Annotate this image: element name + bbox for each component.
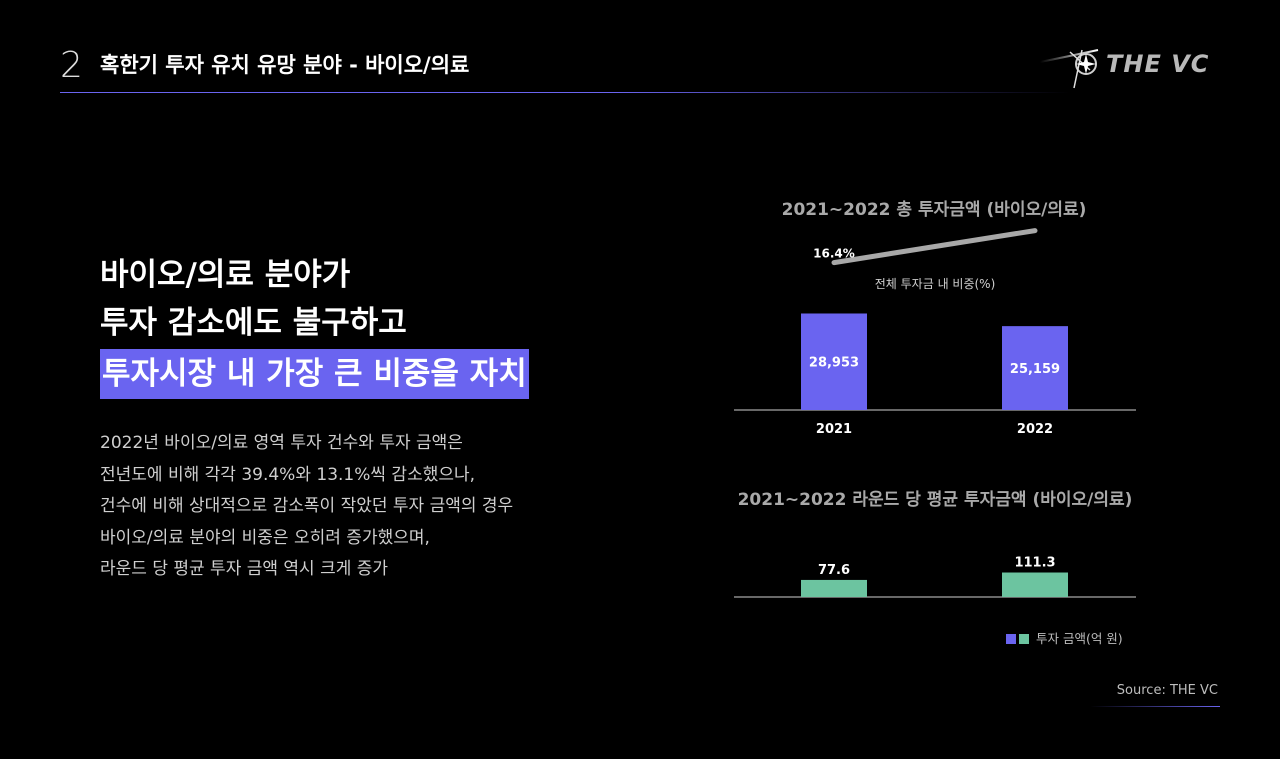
body-line: 라운드 당 평균 투자 금액 역시 크게 증가 <box>100 559 389 579</box>
data-label-2021: 28,953 <box>809 356 859 371</box>
brand-logo: THE VC <box>1039 42 1220 92</box>
source-divider <box>1090 706 1220 707</box>
header-divider <box>60 92 1070 93</box>
body-line: 건수에 비해 상대적으로 감소폭이 작았던 투자 금액의 경우 <box>100 496 514 516</box>
source-note: Source: THE VC <box>1116 683 1218 698</box>
legend-swatch-average <box>1019 634 1029 644</box>
bar-2022 <box>1002 326 1068 410</box>
chart-legend: 투자 금액(억 원) <box>1006 628 1123 647</box>
legend-label: 투자 금액(억 원) <box>1035 631 1123 646</box>
share-label-2021: 16.4% <box>813 247 855 261</box>
legend-swatch-total <box>1006 634 1016 644</box>
x-tick-label: 2021 <box>816 422 852 437</box>
share-line <box>831 228 1038 266</box>
page-title: 혹한기 투자 유치 유망 분야 - 바이오/의료 <box>100 53 470 77</box>
headline-line-1: 바이오/의료 분야가 <box>100 257 351 293</box>
bar-2022 <box>1002 572 1068 597</box>
body-paragraph: 2022년 바이오/의료 영역 투자 건수와 투자 금액은 전년도에 비해 각각… <box>100 428 620 586</box>
x-tick-label: 2022 <box>1017 422 1053 437</box>
bar-2021 <box>801 313 867 410</box>
chart-1-title: 2021~2022 총 투자금액 (바이오/의료) <box>781 200 1087 220</box>
body-line: 2022년 바이오/의료 영역 투자 건수와 투자 금액은 <box>100 433 463 453</box>
chart-2-average-investment: 77.6 111.3 <box>734 556 1136 598</box>
data-label-2021: 77.6 <box>818 563 850 578</box>
share-label-2022: 18.4% <box>1014 225 1056 226</box>
headline-line-3-highlight: 투자시장 내 가장 큰 비중을 자치 <box>100 349 529 399</box>
bar-2021 <box>801 579 867 597</box>
body-line: 바이오/의료 분야의 비중은 오히려 증가했으며, <box>100 527 430 548</box>
chart-1-total-investment: 28,953 2021 25,159 2022 16.4% 18.4% 전체 투자금 내 비… <box>734 225 1136 437</box>
headline-line-2: 투자 감소에도 불구하고 <box>100 305 407 341</box>
chart-2-title: 2021~2022 라운드 당 평균 투자금액 (바이오/의료) <box>737 490 1133 510</box>
data-label-2022: 25,159 <box>1010 362 1060 377</box>
section-number: 2 <box>60 45 83 86</box>
star-swoosh-icon <box>1039 49 1099 89</box>
share-series-name: 전체 투자금 내 비중(%) <box>875 277 996 291</box>
logo-text: THE VC <box>1106 50 1210 78</box>
body-line: 전년도에 비해 각각 39.4%와 13.1%씩 감소했으나, <box>100 464 476 485</box>
data-label-2022: 111.3 <box>1014 556 1055 571</box>
